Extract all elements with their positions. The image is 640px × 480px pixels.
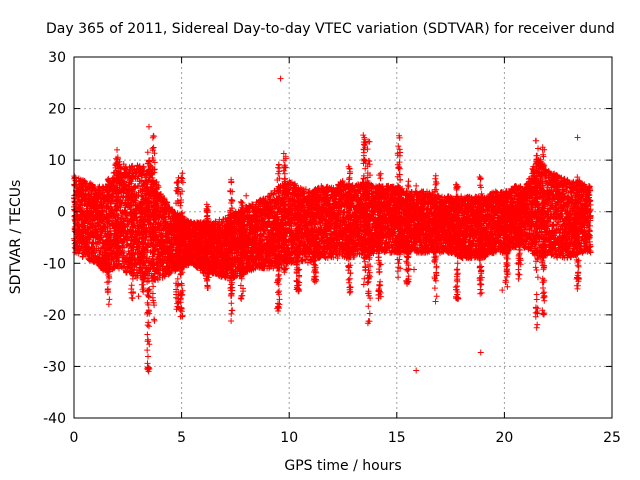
outlier-point xyxy=(432,298,439,305)
x-tick-label: 5 xyxy=(177,430,186,446)
axis-ticks xyxy=(73,56,613,419)
outlier-point xyxy=(413,367,420,374)
outlier-point xyxy=(477,349,484,356)
outlier-point xyxy=(533,324,540,331)
outlier-point xyxy=(228,176,235,183)
y-tick-label: -20 xyxy=(43,308,66,324)
y-tick-label: -10 xyxy=(43,256,66,272)
dense-data-markers xyxy=(71,123,594,375)
outlier-point xyxy=(574,134,581,141)
chart-title: Day 365 of 2011, Sidereal Day-to-day VTE… xyxy=(46,21,615,37)
outlier-point xyxy=(135,293,142,300)
outlier-point xyxy=(411,266,418,273)
y-tick-label: -30 xyxy=(43,359,66,375)
y-tick-label: 30 xyxy=(48,50,66,66)
x-tick-label: 15 xyxy=(388,430,406,446)
x-tick-label: 0 xyxy=(70,430,79,446)
y-tick-label: 0 xyxy=(57,205,66,221)
outlier-point xyxy=(277,75,284,82)
y-axis-label: SDTVAR / TECUs xyxy=(8,180,24,295)
y-tick-label: -40 xyxy=(43,411,66,427)
outlier-point xyxy=(228,318,235,325)
y-tick-labels: -40 -30 -20 -10 0 10 20 30 xyxy=(43,50,66,427)
x-tick-label: 25 xyxy=(603,430,621,446)
plot-frame xyxy=(73,56,613,419)
y-tick-label: 20 xyxy=(48,102,66,118)
outlier-point xyxy=(146,366,153,373)
outlier-point xyxy=(114,146,121,153)
data-points xyxy=(71,75,594,375)
x-axis-label: GPS time / hours xyxy=(284,458,401,474)
x-tick-label: 10 xyxy=(280,430,298,446)
y-tick-label: 10 xyxy=(48,153,66,169)
x-tick-labels: 0 5 10 15 20 25 xyxy=(70,430,621,446)
x-tick-label: 20 xyxy=(495,430,513,446)
outlier-point xyxy=(413,182,420,189)
outlier-point xyxy=(499,287,506,294)
outlier-point xyxy=(243,192,250,199)
